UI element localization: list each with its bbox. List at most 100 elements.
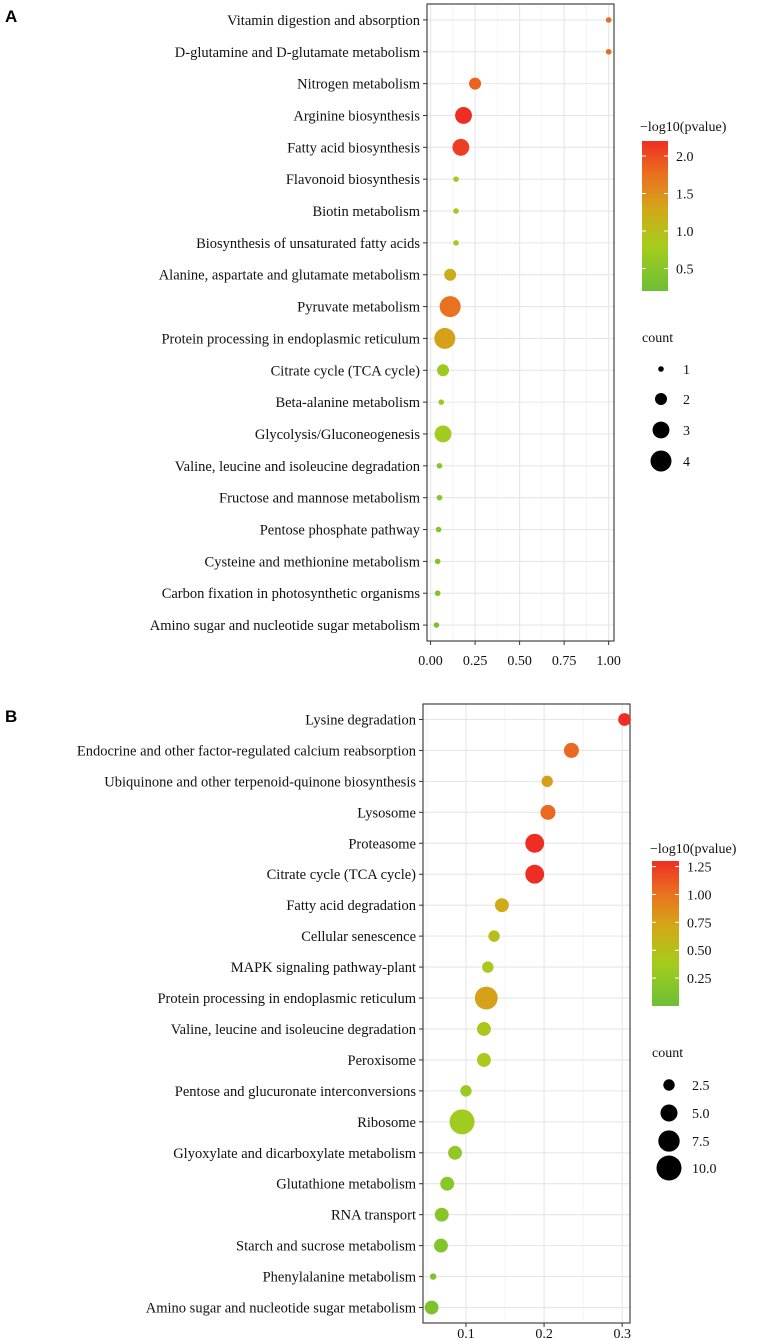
- plot-background: [423, 704, 630, 1323]
- category-label: Protein processing in endoplasmic reticu…: [161, 331, 420, 347]
- x-tick-label: 0.3: [613, 1327, 631, 1339]
- color-legend-bar: [642, 141, 668, 291]
- size-legend-label: 4: [683, 455, 690, 470]
- data-point: [476, 1052, 491, 1067]
- data-point: [460, 1085, 472, 1097]
- data-point: [605, 48, 612, 55]
- data-point: [482, 961, 494, 973]
- size-legend-label: 5.0: [692, 1107, 710, 1122]
- category-label: Valine, leucine and isoleucine degradati…: [175, 459, 421, 475]
- data-point: [429, 1273, 437, 1280]
- size-legend-label: 7.5: [692, 1135, 710, 1150]
- size-legend-dot: [650, 450, 672, 472]
- category-label: Endocrine and other factor-regulated cal…: [77, 743, 417, 759]
- category-label: Pentose and glucuronate interconversions: [175, 1084, 417, 1100]
- category-label: Biosynthesis of unsaturated fatty acids: [196, 236, 420, 252]
- category-label: Glutathione metabolism: [276, 1177, 416, 1193]
- data-point: [448, 1145, 462, 1160]
- category-label: Arginine biosynthesis: [293, 108, 420, 124]
- data-point: [540, 804, 556, 820]
- data-point: [469, 77, 482, 90]
- data-point: [455, 107, 472, 124]
- category-label: Nitrogen metabolism: [297, 77, 421, 93]
- data-point: [444, 268, 457, 281]
- category-label: Citrate cycle (TCA cycle): [267, 867, 417, 883]
- category-label: Flavonoid biosynthesis: [286, 172, 420, 188]
- data-point: [618, 713, 631, 726]
- category-label: D-glutamine and D-glutamate metabolism: [175, 45, 421, 61]
- data-point: [436, 463, 443, 469]
- data-point: [434, 425, 452, 443]
- x-tick-label: 0.75: [552, 654, 577, 669]
- panel-a-letter: A: [5, 7, 17, 26]
- size-legend-title: count: [642, 331, 673, 346]
- panel-a: Vitamin digestion and absorption D-glutam…: [150, 3, 727, 669]
- color-legend-title: −log10(pvalue): [640, 120, 727, 135]
- category-label: Valine, leucine and isoleucine degradati…: [171, 1022, 417, 1038]
- plot-background: [427, 4, 614, 641]
- plot-border: [422, 703, 631, 1324]
- data-point: [434, 1238, 448, 1253]
- size-legend-label: 10.0: [692, 1162, 717, 1177]
- category-label: Fructose and mannose metabolism: [219, 491, 421, 507]
- data-point: [440, 1176, 455, 1191]
- data-point: [563, 742, 579, 758]
- category-label: Vitamin digestion and absorption: [227, 13, 421, 29]
- data-point: [541, 775, 553, 788]
- data-point: [435, 526, 442, 533]
- data-point: [474, 986, 498, 1010]
- size-legend-dot: [658, 1130, 680, 1152]
- category-label: Biotin metabolism: [312, 204, 420, 220]
- color-legend-label: 0.75: [687, 916, 712, 931]
- size-legend-label: 1: [683, 363, 690, 378]
- size-legend-dot: [658, 366, 664, 372]
- data-point: [434, 558, 441, 565]
- category-label: Ubiquinone and other terpenoid-quinone b…: [104, 774, 416, 790]
- category-label: Amino sugar and nucleotide sugar metabol…: [150, 618, 421, 634]
- color-legend-label: 1.00: [687, 888, 712, 903]
- category-label: Carbon fixation in photosynthetic organi…: [162, 586, 421, 602]
- color-legend-bar: [652, 861, 679, 1006]
- category-label: MAPK signaling pathway-plant: [231, 960, 416, 976]
- category-label: Cellular senescence: [301, 929, 416, 945]
- x-tick-label: 1.00: [596, 654, 621, 669]
- category-label: Beta-alanine metabolism: [275, 395, 420, 411]
- category-label: Peroxisome: [348, 1053, 416, 1069]
- category-label: RNA transport: [331, 1208, 416, 1224]
- color-legend-title: −log10(pvalue): [650, 842, 737, 857]
- size-legend-title: count: [652, 1046, 683, 1061]
- x-tick-label: 0.2: [535, 1327, 553, 1339]
- data-point: [476, 1022, 491, 1036]
- data-point: [437, 364, 450, 377]
- category-label: Amino sugar and nucleotide sugar metabol…: [146, 1301, 417, 1317]
- data-point: [525, 864, 545, 884]
- data-point: [436, 494, 443, 501]
- data-point: [452, 138, 470, 156]
- size-legend-label: 2.5: [692, 1079, 710, 1094]
- color-legend-label: 0.25: [687, 972, 712, 987]
- category-label: Pentose phosphate pathway: [260, 523, 421, 539]
- category-label: Glyoxylate and dicarboxylate metabolism: [173, 1146, 417, 1162]
- color-legend-label: 0.5: [676, 263, 694, 278]
- size-legend-label: 3: [683, 424, 690, 439]
- data-point: [488, 930, 500, 942]
- category-label: Fatty acid biosynthesis: [287, 140, 420, 156]
- size-legend-dot: [655, 393, 667, 405]
- x-tick-label: 0.00: [418, 654, 443, 669]
- size-legend-dot: [660, 1104, 678, 1122]
- x-tick-label: 0.50: [507, 654, 532, 669]
- data-point: [453, 208, 459, 214]
- category-label: Protein processing in endoplasmic reticu…: [157, 991, 416, 1007]
- category-label: Lysosome: [357, 805, 416, 821]
- category-label: Citrate cycle (TCA cycle): [271, 363, 421, 379]
- category-label: Fatty acid degradation: [286, 898, 416, 914]
- color-legend-label: 1.5: [676, 188, 694, 203]
- data-point: [453, 176, 459, 182]
- data-point: [434, 1207, 449, 1222]
- data-point: [433, 622, 440, 628]
- category-label: Cysteine and methionine metabolism: [205, 554, 421, 570]
- data-point: [494, 898, 509, 913]
- data-point: [434, 590, 441, 597]
- category-label: Alanine, aspartate and glutamate metabol…: [159, 268, 421, 284]
- category-label: Glycolysis/Gluconeogenesis: [255, 427, 420, 443]
